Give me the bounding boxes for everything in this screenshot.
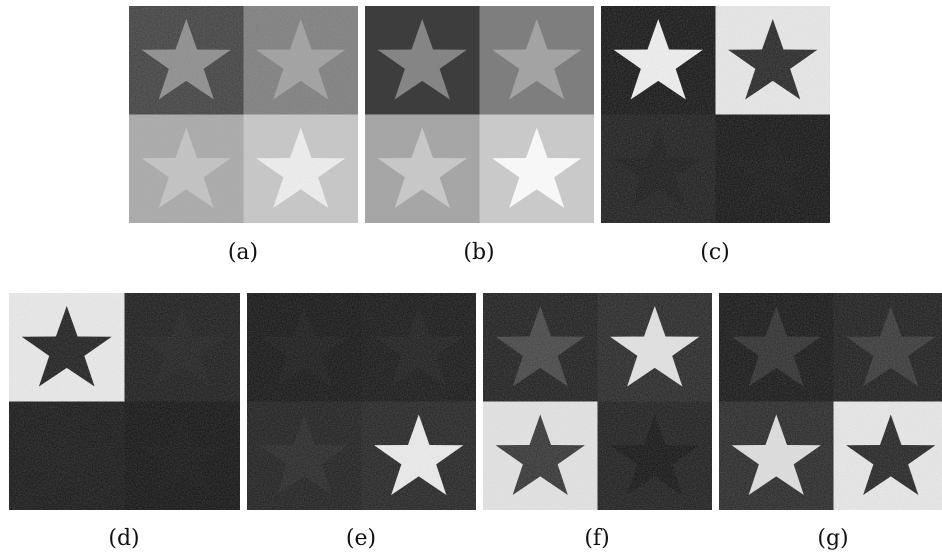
star-top-right [492,19,582,100]
panel-d-image [9,293,240,510]
noise-overlay [719,293,942,510]
caption-d: (d) [108,526,140,551]
caption-c: (c) [700,240,730,265]
panel-g-image [719,293,942,510]
star-bottom-right [492,127,582,209]
caption-a: (a) [227,240,259,265]
noise-overlay [9,293,240,510]
star-bottom-left [377,127,467,209]
caption-g: (g) [817,526,849,551]
panel-f-image [483,293,712,510]
noise-overlay [601,6,830,223]
panel-a-image [129,6,358,223]
noise-overlay [483,293,712,510]
panel-c-image [601,6,830,223]
star-top-left [377,19,467,100]
noise-overlay [247,293,476,510]
panel-e-image [247,293,476,510]
caption-e: (e) [345,526,377,551]
caption-f: (f) [584,526,610,551]
caption-b: (b) [463,240,495,265]
panel-b-image [365,6,594,223]
noise-overlay [129,6,358,223]
